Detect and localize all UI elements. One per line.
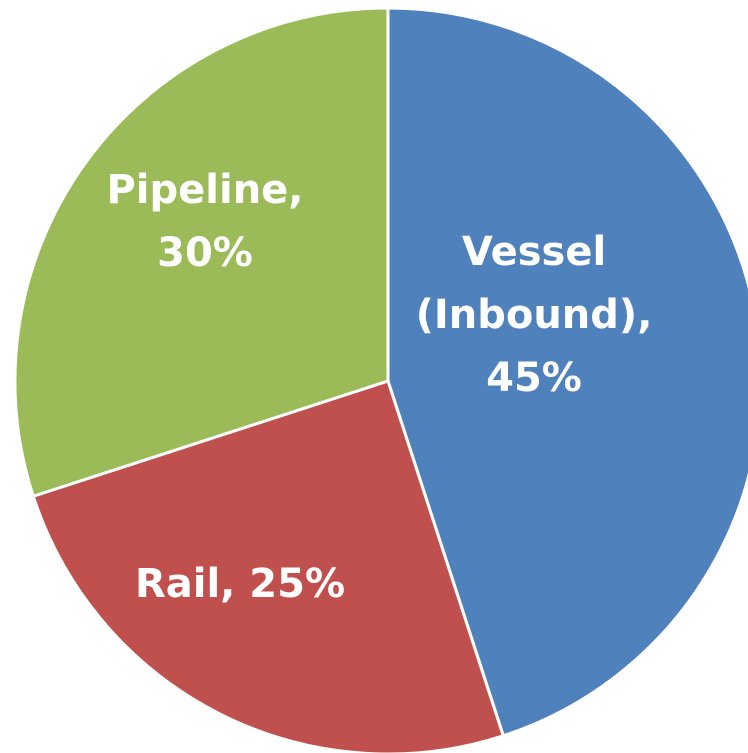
pie-label-line: Rail, 25% [135, 561, 345, 607]
pie-label-line: Pipeline, [106, 167, 303, 213]
pie-label-line: (Inbound), [416, 292, 653, 338]
pie-slice-pipeline [13, 6, 390, 498]
pie-label-line: 30% [157, 230, 253, 276]
pie-slice-vessel-inbound [386, 6, 748, 738]
pie-slice-rail [31, 379, 505, 753]
pie-label-rail: Rail, 25% [135, 561, 345, 607]
pie-label-pipeline: Pipeline, 30% [106, 167, 303, 276]
pie-label-line: 45% [486, 355, 582, 401]
pie-label-line: Vessel [462, 229, 606, 275]
pie-label-vessel-inbound: Vessel (Inbound), 45% [416, 229, 653, 401]
